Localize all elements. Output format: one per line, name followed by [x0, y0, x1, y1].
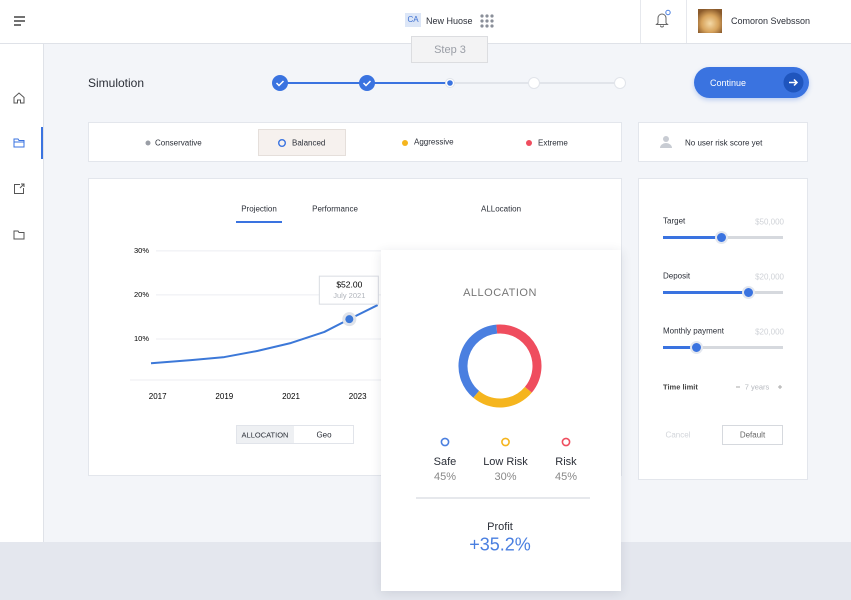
donut-segment	[458, 324, 498, 398]
slider-fill	[663, 291, 748, 294]
files-icon[interactable]	[13, 229, 25, 241]
divider	[640, 0, 641, 43]
user-name[interactable]: Comoron Svebsson	[731, 16, 811, 26]
slider-fill	[663, 236, 721, 239]
switch-button[interactable]: Geo	[316, 430, 332, 440]
default-label: Default	[739, 430, 766, 440]
x-tick-label: 2023	[349, 392, 367, 401]
risk-option-selected[interactable]	[258, 129, 346, 156]
field-label: Deposit	[663, 271, 691, 281]
export-icon[interactable]	[13, 183, 25, 195]
legend-value: 45%	[434, 471, 456, 483]
x-tick-label: 2021	[282, 392, 300, 401]
step-tooltip-text: Step 3	[434, 44, 466, 56]
risk-score-card: No user risk score yet	[638, 122, 808, 162]
x-tick-label: 2017	[149, 392, 167, 401]
field-label: Target	[663, 216, 686, 226]
user-icon	[660, 136, 672, 148]
top-bar: CA New Huose Comoron Svebsson	[0, 0, 851, 44]
x-tick-label: 2019	[215, 392, 233, 401]
divider	[416, 497, 590, 499]
tab[interactable]: ALLocation	[480, 204, 522, 214]
highlight-point	[345, 315, 354, 324]
risk-options: Conservative Balanced Aggressive Extreme	[88, 122, 622, 162]
active-indicator	[41, 127, 43, 159]
slider-fill	[663, 346, 697, 349]
bell-icon[interactable]	[654, 9, 672, 29]
field-label: Monthly payment	[663, 326, 724, 336]
legend-value: 45%	[555, 471, 577, 483]
risk-score-text: No user risk score yet	[685, 138, 763, 147]
home-icon[interactable]	[13, 92, 25, 104]
slider-thumb[interactable]	[742, 286, 755, 299]
dot	[402, 140, 408, 146]
donut-segment	[496, 324, 542, 393]
continue-button[interactable]: Continue	[694, 67, 809, 98]
slider-thumb[interactable]	[715, 231, 728, 244]
risk-option[interactable]: Extreme	[538, 138, 568, 147]
dot	[526, 140, 532, 146]
folder-icon[interactable]	[13, 137, 25, 149]
y-tick-label: 30%	[134, 246, 149, 255]
field-value: $20,000	[755, 327, 784, 337]
risk-option[interactable]: Balanced	[292, 138, 326, 147]
legend-label: Safe	[434, 456, 457, 468]
settings-card: Target $50,000 Deposit $20,000 Monthly p…	[638, 178, 808, 480]
step-tooltip: Step 3	[411, 36, 488, 63]
avatar[interactable]	[698, 9, 722, 33]
legend-label: Low Risk	[483, 456, 528, 468]
legend-label: Risk	[555, 456, 577, 468]
ring	[278, 139, 286, 147]
field-label: Time limit	[663, 382, 698, 392]
tab[interactable]: Projection	[241, 204, 277, 214]
tooltip-date: July 2021	[333, 291, 365, 300]
allocation-card: Profit +35.2%	[381, 250, 621, 591]
minus-button[interactable]	[735, 384, 741, 390]
switch-button[interactable]: ALLOCATION	[241, 430, 289, 439]
risk-option[interactable]: Aggressive	[414, 137, 454, 147]
divider	[686, 0, 687, 43]
slider-thumb[interactable]	[690, 341, 703, 354]
project-badge: CA	[405, 13, 421, 27]
field-value: $20,000	[755, 272, 784, 282]
menu-icon[interactable]	[14, 15, 26, 27]
apps-icon[interactable]	[480, 14, 494, 28]
sidebar	[0, 44, 44, 542]
arrow-icon	[783, 72, 804, 93]
profit-label: Profit	[487, 521, 513, 533]
switch-active	[237, 426, 294, 443]
dot	[145, 140, 151, 146]
tab[interactable]: Performance	[312, 204, 358, 214]
slider-track	[663, 346, 783, 349]
tooltip-box	[318, 275, 379, 305]
cancel-button: Cancel	[665, 430, 691, 440]
continue-label: Continue	[710, 77, 747, 88]
donut-segment	[473, 386, 532, 408]
page-title: Simulotion	[88, 76, 145, 90]
field-value: $50,000	[755, 217, 784, 227]
y-tick-label: 10%	[134, 334, 149, 343]
y-tick-label: 20%	[134, 290, 149, 299]
legend-ring	[440, 437, 450, 447]
stepper	[272, 75, 626, 91]
time-limit-value: 7 years	[744, 382, 770, 392]
legend-ring	[561, 437, 571, 447]
donut-title: ALLOCATION	[463, 287, 537, 299]
profit-value: +35.2%	[469, 534, 531, 555]
tab-underline	[236, 221, 282, 223]
tooltip-value: $52.00	[336, 279, 362, 289]
plus-button[interactable]	[777, 384, 783, 390]
legend-value: 30%	[494, 471, 516, 483]
project-name[interactable]: New Huose	[426, 16, 473, 26]
risk-option[interactable]: Conservative	[155, 138, 202, 147]
chart-switch: ALLOCATION Geo	[236, 425, 354, 444]
default-button[interactable]: Default	[722, 425, 783, 445]
legend-ring	[501, 437, 510, 447]
